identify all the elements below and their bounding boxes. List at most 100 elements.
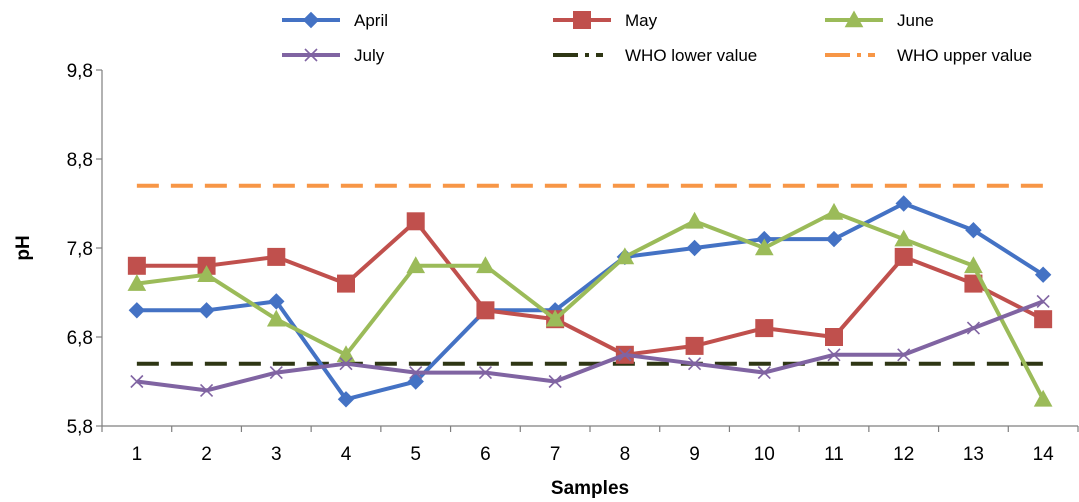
- data-point-july: [618, 348, 632, 362]
- data-point-june: [127, 274, 147, 291]
- data-point-april: [825, 230, 843, 248]
- data-point-june: [336, 345, 356, 363]
- series-line-july: [136, 299, 1044, 393]
- legend-item-july: July: [282, 46, 385, 65]
- x-tick-label: 8: [620, 444, 631, 465]
- axes: 5,86,87,88,89,81 2 3 4 5 6 7 8 9 10 11 12 13 14: [67, 61, 1079, 465]
- marker-stroke: [478, 366, 492, 380]
- legend-marker-june: [844, 10, 864, 28]
- series-may: [127, 212, 1053, 364]
- x-tick-label: 4: [341, 444, 352, 465]
- data-point-may: [685, 336, 704, 355]
- y-tick-label: 9,8: [67, 61, 93, 82]
- legend-label-may: May: [625, 11, 658, 30]
- x-tick-label: 10: [754, 444, 775, 465]
- data-point-july: [688, 357, 702, 371]
- marker-stroke: [269, 366, 283, 380]
- data-point-may: [267, 247, 286, 266]
- legend-marker-may: [573, 11, 591, 29]
- legend-item-april: April: [282, 11, 388, 30]
- marker-stroke: [304, 48, 318, 62]
- data-point-april: [198, 302, 215, 319]
- data-point-june: [197, 265, 216, 282]
- data-point-july: [478, 366, 492, 380]
- legend-label-who-lower-value: WHO lower value: [625, 46, 757, 65]
- y-tick-label: 5,8: [67, 417, 93, 438]
- marker-stroke: [200, 383, 214, 397]
- data-point-july: [130, 374, 144, 389]
- marker-stroke: [897, 348, 911, 362]
- x-tick-label: 7: [550, 444, 561, 465]
- legend-item-june: June: [825, 10, 934, 30]
- data-point-july: [269, 366, 283, 380]
- data-point-june: [754, 238, 774, 256]
- data-point-april: [895, 195, 912, 212]
- data-point-july: [339, 357, 353, 371]
- data-point-june: [266, 309, 286, 327]
- data-point-june: [964, 256, 983, 274]
- data-point-may: [476, 301, 495, 320]
- legend-label-june: June: [897, 11, 934, 30]
- x-tick-label: 1: [132, 444, 143, 465]
- legend-item-who-lower-value: WHO lower value: [553, 46, 757, 65]
- data-point-june: [545, 309, 565, 327]
- x-tick-label: 14: [1033, 444, 1055, 465]
- data-point-april: [965, 221, 982, 239]
- x-tick-label: 2: [201, 444, 212, 465]
- data-point-april: [1034, 266, 1052, 283]
- series-line-may: [136, 219, 1045, 357]
- marker-stroke: [339, 357, 353, 371]
- data-point-july: [757, 366, 771, 380]
- data-point-june: [894, 229, 914, 247]
- series-line-june: [136, 210, 1045, 401]
- marker-stroke: [548, 374, 562, 389]
- data-point-june: [824, 202, 844, 220]
- legend-marker-april: [302, 11, 320, 29]
- data-point-may: [894, 247, 913, 266]
- legend-label-april: April: [354, 11, 388, 30]
- series-june: [127, 202, 1053, 407]
- marker-stroke: [409, 366, 423, 380]
- data-point-july: [409, 366, 423, 380]
- data-point-july: [827, 348, 841, 362]
- data-point-july: [548, 374, 562, 389]
- x-tick-label: 3: [271, 444, 282, 465]
- marker-stroke: [1036, 294, 1050, 308]
- legend: April May June July WHO lower value WHO upper…: [282, 10, 1032, 65]
- data-point-july: [1036, 294, 1050, 308]
- data-point-april: [686, 239, 703, 257]
- x-tick-label: 11: [824, 444, 844, 465]
- data-point-july: [897, 348, 911, 362]
- y-tick-label: 8,8: [67, 150, 93, 171]
- legend-marker-july: [304, 48, 318, 62]
- marker-stroke: [130, 374, 144, 389]
- data-point-june: [1033, 389, 1053, 407]
- data-point-april: [268, 293, 285, 310]
- y-tick-label: 6,8: [67, 328, 93, 349]
- data-point-may: [755, 319, 774, 338]
- plot-area: [127, 183, 1053, 408]
- x-tick-label: 13: [963, 444, 984, 465]
- data-point-may: [127, 256, 146, 275]
- data-point-may: [406, 212, 425, 231]
- y-axis-title: pH: [13, 235, 34, 260]
- data-point-may: [1034, 310, 1053, 329]
- marker-stroke: [757, 366, 771, 380]
- data-point-june: [685, 211, 704, 229]
- axis-titles: Samples pH: [13, 235, 629, 499]
- marker-stroke: [966, 321, 980, 335]
- data-point-april: [407, 373, 424, 390]
- x-tick-label: 5: [410, 444, 421, 465]
- data-point-april: [128, 302, 146, 319]
- data-point-june: [615, 247, 635, 265]
- x-tick-label: 6: [480, 444, 491, 465]
- legend-item-who-upper-value: WHO upper value: [825, 46, 1032, 65]
- data-point-june: [476, 256, 495, 274]
- data-point-may: [825, 328, 843, 346]
- legend-label-july: July: [354, 46, 385, 65]
- marker-stroke: [688, 357, 702, 371]
- x-tick-label: 9: [689, 444, 700, 465]
- data-point-april: [337, 391, 355, 408]
- series-july: [130, 294, 1050, 397]
